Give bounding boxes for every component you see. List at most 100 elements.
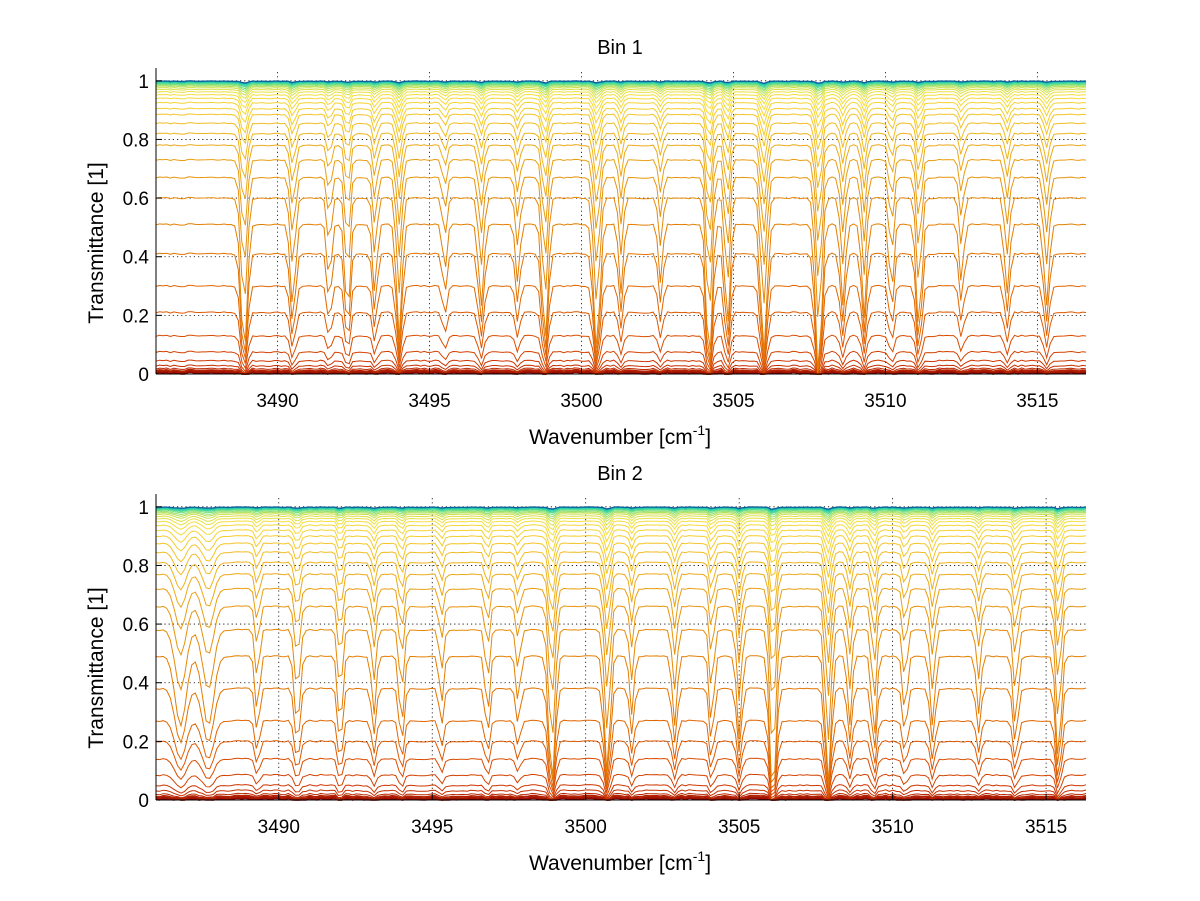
x-tick-label: 3510 bbox=[871, 817, 913, 838]
series-line bbox=[155, 359, 1087, 376]
series-line bbox=[155, 144, 1087, 212]
y-tick-label: 0 bbox=[138, 365, 149, 386]
x-tick-label: 3505 bbox=[712, 391, 754, 412]
x-tick-labels: 3490 3495 3500 3505 3510 3515 bbox=[258, 817, 1068, 838]
x-tick-label: 3505 bbox=[718, 817, 760, 838]
series-line bbox=[155, 524, 1087, 545]
series-line bbox=[155, 223, 1087, 370]
series-line bbox=[155, 252, 1087, 375]
series-line bbox=[155, 350, 1087, 376]
series-line bbox=[155, 687, 1087, 789]
series-line bbox=[155, 757, 1087, 797]
y-tick-label: 1 bbox=[138, 498, 149, 519]
series-line bbox=[155, 510, 1087, 519]
y-tick-label: 0.2 bbox=[123, 732, 149, 753]
x-tick-label: 3500 bbox=[565, 817, 607, 838]
series-line bbox=[155, 605, 1087, 696]
series-line bbox=[155, 794, 1087, 801]
y-tick-label: 0.6 bbox=[123, 615, 149, 636]
y-tick-label: 0.4 bbox=[123, 248, 150, 269]
x-tick-label: 3495 bbox=[411, 817, 453, 838]
series-line bbox=[155, 97, 1087, 119]
axes-frame bbox=[155, 494, 1086, 801]
series-lines bbox=[155, 506, 1087, 802]
chart-title: Bin 1 bbox=[597, 37, 643, 59]
chart-bin-1: Bin 1 3490 3495 3500 3505 3510 3515 0 0.2 0.4 0.… bbox=[85, 37, 1087, 449]
x-tick-label: 3515 bbox=[1016, 391, 1058, 412]
x-tick-label: 3515 bbox=[1025, 817, 1067, 838]
series-line bbox=[155, 542, 1087, 578]
series-line bbox=[155, 773, 1087, 801]
x-tick-label: 3495 bbox=[408, 391, 450, 412]
series-line bbox=[155, 628, 1087, 740]
series-line bbox=[155, 551, 1087, 594]
series-line bbox=[155, 90, 1087, 106]
series-line bbox=[155, 367, 1087, 375]
x-axis-label-superscript: -1 bbox=[693, 422, 706, 438]
series-line bbox=[155, 84, 1087, 92]
series-line bbox=[155, 80, 1087, 84]
x-axis-label: Wavenumber [cm-1] bbox=[529, 422, 711, 449]
series-line bbox=[155, 509, 1087, 516]
series-line bbox=[155, 515, 1087, 528]
series-line bbox=[155, 517, 1087, 532]
y-axis-label: Transmittance [1] bbox=[85, 587, 108, 748]
series-line bbox=[155, 86, 1087, 98]
x-tick-label: 3490 bbox=[258, 817, 300, 838]
series-lines bbox=[155, 80, 1087, 376]
y-tick-label: 0.4 bbox=[123, 674, 150, 695]
x-tick-labels: 3490 3495 3500 3505 3510 3515 bbox=[256, 391, 1058, 412]
series-line bbox=[155, 85, 1087, 95]
x-tick-label: 3490 bbox=[256, 391, 298, 412]
series-line bbox=[155, 83, 1087, 91]
series-line bbox=[155, 176, 1087, 276]
x-tick-label: 3510 bbox=[864, 391, 906, 412]
series-line bbox=[155, 655, 1087, 785]
series-line bbox=[155, 506, 1087, 510]
series-line bbox=[155, 81, 1087, 87]
y-tick-label: 0.6 bbox=[123, 189, 149, 210]
series-line bbox=[155, 311, 1087, 375]
series-line bbox=[155, 508, 1087, 515]
series-line bbox=[155, 507, 1087, 513]
series-line bbox=[155, 513, 1087, 524]
series-line bbox=[155, 81, 1087, 88]
series-line bbox=[155, 573, 1087, 636]
series-line bbox=[155, 196, 1087, 317]
series-line bbox=[155, 719, 1087, 793]
series-line bbox=[155, 587, 1087, 663]
series-line bbox=[155, 529, 1087, 555]
y-tick-labels: 0 0.2 0.4 0.6 0.8 1 bbox=[123, 72, 150, 386]
y-tick-labels: 0 0.2 0.4 0.6 0.8 1 bbox=[123, 498, 150, 812]
y-axis-label: Transmittance [1] bbox=[85, 162, 108, 323]
series-line bbox=[155, 740, 1087, 795]
series-line bbox=[155, 520, 1087, 538]
series-line bbox=[155, 511, 1087, 521]
series-line bbox=[155, 82, 1087, 89]
series-line bbox=[155, 792, 1087, 801]
series-line bbox=[155, 88, 1087, 101]
series-line bbox=[155, 132, 1087, 188]
x-axis-label-superscript: -1 bbox=[693, 848, 706, 864]
series-line bbox=[155, 122, 1087, 168]
y-tick-label: 0.8 bbox=[123, 556, 149, 577]
series-line bbox=[155, 113, 1087, 150]
series-line bbox=[155, 158, 1087, 241]
series-line bbox=[155, 795, 1087, 801]
x-tick-label: 3500 bbox=[560, 391, 602, 412]
series-line bbox=[155, 561, 1087, 614]
series-line bbox=[155, 368, 1087, 375]
y-tick-label: 0.2 bbox=[123, 306, 149, 327]
series-line bbox=[155, 784, 1087, 802]
y-tick-label: 1 bbox=[138, 72, 149, 93]
chart-bin-2: Bin 2 3490 3495 3500 3505 3510 3515 0 0.2 0.4 0.… bbox=[85, 463, 1087, 875]
y-tick-label: 0 bbox=[138, 791, 149, 812]
chart-title: Bin 2 bbox=[597, 463, 643, 485]
y-tick-label: 0.8 bbox=[123, 130, 149, 151]
series-line bbox=[155, 93, 1087, 112]
series-line bbox=[155, 364, 1087, 375]
series-line bbox=[155, 789, 1087, 801]
axes-frame bbox=[155, 68, 1086, 375]
x-axis-label: Wavenumber [cm-1] bbox=[529, 848, 711, 875]
